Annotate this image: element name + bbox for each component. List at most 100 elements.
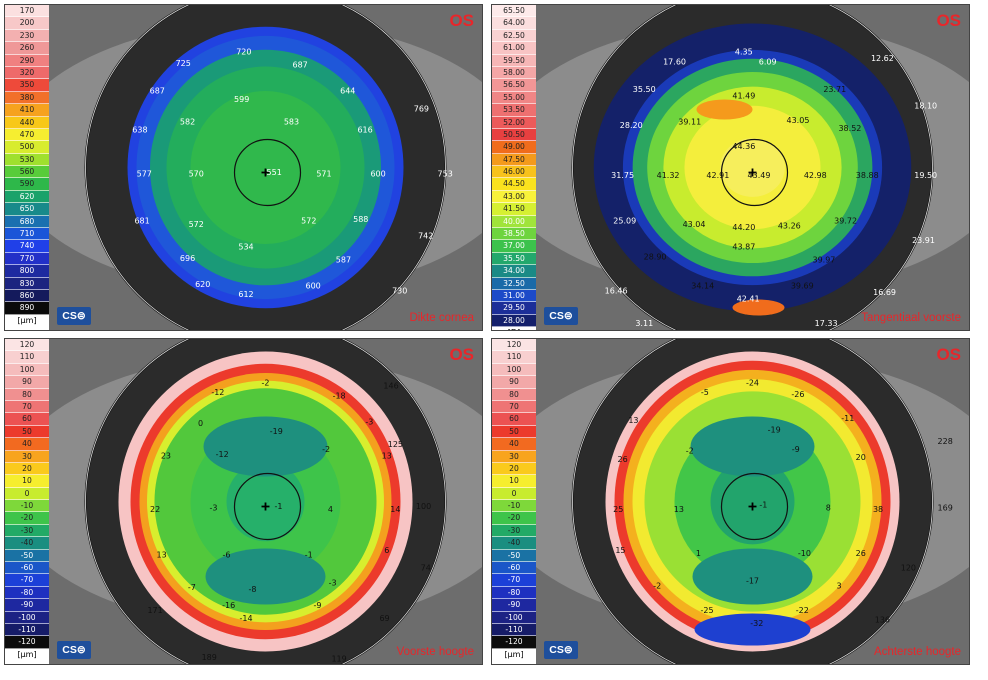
map-value: -1 xyxy=(305,551,313,560)
scale-swatch: 28.00 xyxy=(492,314,536,328)
cso-logo: CS⊜ xyxy=(544,641,578,659)
contour-map xyxy=(593,23,912,316)
map-value: 13 xyxy=(628,416,638,425)
topography-map[interactable]: -2 -12 -18 146 0 -3 -19 125 23 -12 -2 13 22 -3 -1 4 14 10… xyxy=(49,339,482,664)
scale-swatch: -100 xyxy=(5,611,49,624)
scale-swatch: 80 xyxy=(5,388,49,401)
scale-swatch: -10 xyxy=(492,500,536,513)
map-value: 39.97 xyxy=(812,256,835,265)
map-value: -12 xyxy=(211,388,224,397)
contour-band xyxy=(694,613,811,646)
map-value: 13 xyxy=(674,505,684,514)
map-value: 644 xyxy=(340,87,355,96)
scale-swatch: 31.00 xyxy=(492,289,536,303)
pupil-outline xyxy=(720,472,789,541)
scale-swatch: -30 xyxy=(492,524,536,538)
topography-map[interactable]: 720 725 687 687 644 769 599 638 582 583 616 577 570 5… xyxy=(49,5,482,330)
scale-swatch: 0 xyxy=(5,487,49,501)
scale-swatch: 50.50 xyxy=(492,128,536,142)
map-value: 74 xyxy=(421,564,431,573)
map-value: -5 xyxy=(701,388,709,397)
map-value: 69 xyxy=(379,614,389,623)
topography-map[interactable]: 4.35 17.60 6.09 12.62 35.50 41.49 23.71 18.10 28… xyxy=(536,5,969,330)
map-value: 25 xyxy=(613,505,623,514)
map-panel-anterior-elevation[interactable]: 120 110 100 90 80 70 60 50 40 30 20 10 0 -10 -20 -30 -40… xyxy=(4,338,483,665)
map-value: 23.91 xyxy=(912,236,935,245)
map-value: 16.46 xyxy=(605,287,628,296)
map-value: -2 xyxy=(686,447,694,456)
scale-swatch: -110 xyxy=(5,623,49,637)
map-value: 753 xyxy=(438,170,453,179)
map-value: 582 xyxy=(180,118,195,127)
map-value: 228 xyxy=(938,437,953,446)
map-value: 4 xyxy=(328,505,333,514)
map-value: -12 xyxy=(216,450,229,459)
map-value: 742 xyxy=(418,231,433,240)
scale-swatch: -70 xyxy=(5,574,49,587)
contour-map xyxy=(605,351,900,652)
scale-swatch: 62.50 xyxy=(492,29,536,43)
map-value: 44.36 xyxy=(732,142,755,151)
map-value: -10 xyxy=(798,549,811,558)
topography-map[interactable]: -24 -5 -26 13 -11 228 -19 26 -2 -9 20 25 13 -1 8 38 169 1… xyxy=(536,339,969,664)
map-value: 26 xyxy=(856,549,866,558)
map-value: -6 xyxy=(223,551,231,560)
center-cross-icon xyxy=(261,502,270,511)
cso-logo: CS⊜ xyxy=(544,307,578,325)
map-value: 136 xyxy=(875,616,890,625)
map-value: 22 xyxy=(150,505,160,514)
scale-swatch: 60 xyxy=(5,413,49,426)
map-value: 571 xyxy=(316,170,331,179)
map-value: 19.50 xyxy=(914,171,937,180)
scale-swatch: 38.50 xyxy=(492,228,536,241)
scale-swatch: 500 xyxy=(5,141,49,154)
map-panel-tangential-anterior[interactable]: 65.50 64.00 62.50 61.00 59.50 58.00 56.50 55.00… xyxy=(491,4,970,331)
scale-swatch: 34.00 xyxy=(492,265,536,278)
scale-swatch: 110 xyxy=(5,351,49,364)
map-value: 587 xyxy=(336,256,351,265)
map-panel-posterior-elevation[interactable]: 120 110 100 90 80 70 60 50 40 30 20 10 0 -10 -20 -30 -40… xyxy=(491,338,970,665)
map-value: 13 xyxy=(156,551,166,560)
scale-swatch: -120 xyxy=(492,636,536,649)
scale-swatch: 50 xyxy=(5,425,49,439)
map-value: 41.32 xyxy=(657,171,680,180)
map-value: 44.20 xyxy=(732,223,755,232)
scale-swatch: 800 xyxy=(5,265,49,278)
scale-swatch: 120 xyxy=(5,339,49,352)
scale-swatch: 59.50 xyxy=(492,54,536,67)
scale-swatch: 32.50 xyxy=(492,277,536,290)
map-value: -2 xyxy=(262,378,270,387)
map-value: 169 xyxy=(938,504,953,513)
scale-swatch: 380 xyxy=(5,91,49,105)
map-value: -19 xyxy=(768,426,781,435)
map-title: Dikte cornea xyxy=(409,312,474,324)
scale-swatch: 830 xyxy=(5,277,49,290)
scale-swatch: 320 xyxy=(5,66,49,80)
contour-band xyxy=(720,138,785,197)
map-value: -9 xyxy=(792,445,800,454)
scale-swatch: 680 xyxy=(5,215,49,229)
map-value: 43.04 xyxy=(683,220,706,229)
cso-logo: CS⊜ xyxy=(57,307,91,325)
scale-swatch: 49.00 xyxy=(492,141,536,154)
scale-swatch: 90 xyxy=(492,376,536,389)
map-value: -8 xyxy=(249,585,257,594)
map-value: 1 xyxy=(696,549,701,558)
map-value: 6 xyxy=(384,546,389,555)
scale-swatch: -80 xyxy=(5,586,49,600)
scale-swatch: 860 xyxy=(5,289,49,303)
map-title: Voorste hoogte xyxy=(396,646,474,658)
map-panel-corneal-thickness[interactable]: 170 200 230 260 290 320 350 380 410 440 470 500 530 5… xyxy=(4,4,483,331)
scale-swatch: 20 xyxy=(492,462,536,476)
scale-swatch: 120 xyxy=(492,339,536,352)
scale-swatch: 41.50 xyxy=(492,203,536,216)
map-value: 20 xyxy=(856,453,866,462)
pupil-outline xyxy=(720,138,789,207)
scale-swatch: 620 xyxy=(5,190,49,204)
color-scale: 170 200 230 260 290 320 350 380 410 440 470 500 530 5… xyxy=(5,5,50,330)
scale-swatch: 65.50 xyxy=(492,5,536,18)
map-value: -26 xyxy=(791,390,804,399)
scale-swatch: 710 xyxy=(5,228,49,241)
map-value: -25 xyxy=(700,606,713,615)
